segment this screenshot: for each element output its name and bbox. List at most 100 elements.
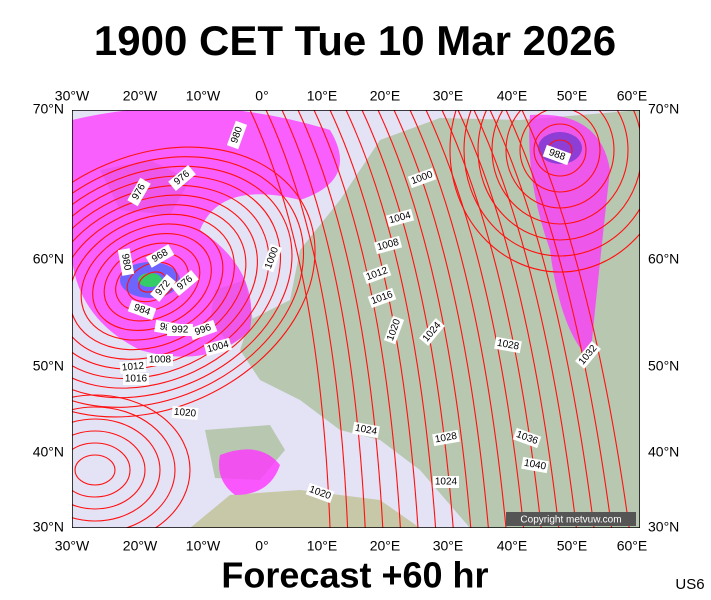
isobar-line bbox=[393, 110, 489, 528]
lat-label-right: 60°N bbox=[648, 251, 679, 267]
isobar-value: 980 bbox=[119, 253, 133, 272]
isobar-ring bbox=[519, 110, 601, 193]
isobar-label-bg bbox=[385, 208, 415, 228]
isobar-value: 1040 bbox=[523, 458, 547, 473]
lat-label-right: 70°N bbox=[648, 101, 679, 117]
isobar-label-bg bbox=[407, 167, 437, 189]
lon-label-top: 0° bbox=[255, 88, 268, 104]
lon-label-bottom: 50°E bbox=[557, 538, 588, 554]
isobar-ring bbox=[449, 110, 640, 273]
isobar-label: 1020 bbox=[171, 405, 199, 421]
isobar-label-bg bbox=[127, 177, 151, 207]
isobar-label-bg bbox=[432, 429, 460, 447]
isobar-ring bbox=[72, 430, 146, 510]
lat-label-left: 50°N bbox=[33, 358, 64, 374]
isobar-label: 984 bbox=[127, 299, 157, 321]
isobar-ring bbox=[533, 123, 587, 177]
isobar-label-bg bbox=[127, 299, 157, 321]
isobar-label: 1028 bbox=[494, 336, 522, 354]
isobar-label-bg bbox=[261, 243, 283, 273]
isobar-label-bg bbox=[119, 359, 147, 375]
isobar-value: 1028 bbox=[434, 431, 458, 446]
lat-label-right: 30°N bbox=[648, 519, 679, 535]
isobar-label: 992 bbox=[167, 324, 193, 336]
lat-label-left: 70°N bbox=[33, 101, 64, 117]
isobar-label-bg bbox=[362, 263, 392, 285]
isobar-line bbox=[457, 110, 560, 528]
isobar-label: 1016 bbox=[123, 373, 149, 385]
isobar-label-bg bbox=[150, 274, 176, 302]
isobar-label-bg bbox=[117, 248, 135, 276]
model-code: US6 bbox=[675, 576, 704, 593]
forecast-label: Forecast +60 hr bbox=[221, 555, 488, 596]
isobar-ring bbox=[74, 454, 116, 486]
isobar-ring bbox=[72, 156, 305, 408]
copyright-box: Copyright metvuw.com bbox=[506, 512, 636, 526]
isobar-label: 1012 bbox=[119, 359, 147, 375]
map-area bbox=[72, 110, 640, 528]
isobar-label-bg bbox=[226, 120, 248, 150]
isobar-label: 1024 bbox=[352, 421, 380, 439]
isobar-value: 992 bbox=[172, 325, 189, 336]
isobar-label-bg bbox=[168, 165, 196, 191]
isobar-line bbox=[441, 110, 542, 528]
lon-label-bottom: 30°E bbox=[433, 538, 464, 554]
isobar-label-bg bbox=[433, 476, 459, 488]
isobar-label: 1008 bbox=[373, 235, 403, 255]
isobar-ring bbox=[72, 204, 247, 360]
isobar-ring bbox=[72, 213, 235, 351]
lat-label-left: 30°N bbox=[33, 519, 64, 535]
lon-label-bottom: 40°E bbox=[497, 538, 528, 554]
isobar-ring bbox=[115, 252, 189, 312]
isobar-label-bg bbox=[367, 287, 397, 309]
isobar-value: 1020 bbox=[173, 407, 197, 420]
isobar-ring bbox=[72, 175, 282, 389]
isobar-line bbox=[329, 110, 419, 528]
isobar-label-bg bbox=[521, 456, 549, 474]
isobar-label-bg bbox=[147, 354, 173, 366]
isobar-line bbox=[345, 110, 437, 528]
isobar-label: 1008 bbox=[147, 354, 173, 366]
lat-label-right: 50°N bbox=[648, 358, 679, 374]
isobar-line bbox=[249, 110, 331, 528]
lon-label-top: 40°E bbox=[497, 88, 528, 104]
isobar-ring bbox=[72, 184, 270, 380]
land-africa bbox=[190, 490, 420, 528]
lon-label-bottom: 30°W bbox=[55, 538, 90, 554]
isobar-ring bbox=[72, 394, 191, 528]
isobar-value: 1024 bbox=[435, 477, 458, 488]
isobar-ring bbox=[491, 110, 629, 225]
lat-label-left: 40°N bbox=[33, 444, 64, 460]
isobar-value: 1016 bbox=[125, 374, 148, 385]
isobar-ring bbox=[72, 165, 293, 399]
isobar-line bbox=[361, 110, 454, 528]
isobar-line bbox=[377, 110, 472, 528]
isobar-label: 1028 bbox=[432, 429, 460, 447]
map-title: 1900 CET Tue 10 Mar 2026 bbox=[94, 17, 616, 64]
lat-label-right: 40°N bbox=[648, 444, 679, 460]
isobar-label-bg bbox=[383, 315, 405, 345]
isobar-label-bg bbox=[494, 336, 522, 354]
copyright: Copyright metvuw.com bbox=[520, 515, 621, 526]
isobar-label-bg bbox=[419, 318, 445, 346]
isobar-ring bbox=[477, 110, 640, 241]
isobar-label: 1004 bbox=[385, 208, 415, 228]
lon-label-bottom: 10°W bbox=[186, 538, 221, 554]
isobar-ring bbox=[103, 242, 201, 322]
precip-iberia bbox=[219, 449, 280, 495]
isobar-label-bg bbox=[145, 244, 175, 268]
isobar-line bbox=[473, 110, 577, 528]
isobar-label-bg bbox=[542, 144, 572, 166]
isobar-label: 980 bbox=[117, 248, 135, 276]
isobar-ring bbox=[72, 406, 176, 528]
lon-label-top: 10°W bbox=[186, 88, 221, 104]
isobar-value: 1008 bbox=[149, 355, 172, 366]
lon-label-top: 10°E bbox=[307, 88, 338, 104]
isobar-line bbox=[265, 110, 349, 528]
isobar-label-bg bbox=[203, 337, 233, 357]
isobar-label: 996 bbox=[188, 319, 218, 341]
lon-label-bottom: 10°E bbox=[307, 538, 338, 554]
isobar-label: 1024 bbox=[433, 476, 459, 488]
isobar-label-bg bbox=[188, 319, 218, 341]
